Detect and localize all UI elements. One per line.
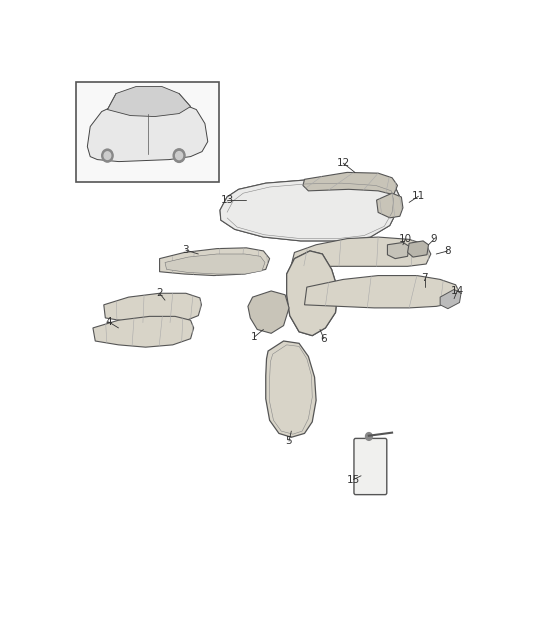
Polygon shape	[287, 251, 338, 335]
Circle shape	[102, 149, 113, 162]
Polygon shape	[220, 180, 400, 241]
Circle shape	[104, 152, 111, 160]
Polygon shape	[107, 87, 191, 117]
Polygon shape	[440, 290, 461, 309]
Text: 9: 9	[431, 234, 437, 244]
Circle shape	[366, 433, 372, 440]
Text: 10: 10	[399, 234, 412, 244]
Polygon shape	[303, 172, 397, 195]
Polygon shape	[93, 317, 193, 347]
Text: 14: 14	[451, 286, 464, 296]
Polygon shape	[160, 248, 270, 276]
Polygon shape	[287, 251, 338, 335]
Polygon shape	[104, 293, 202, 323]
Text: 4: 4	[105, 317, 112, 327]
Circle shape	[175, 151, 183, 160]
Polygon shape	[408, 241, 428, 257]
Text: 12: 12	[337, 158, 350, 168]
Polygon shape	[248, 291, 289, 333]
Text: 13: 13	[220, 195, 234, 205]
Text: 6: 6	[320, 333, 327, 344]
Bar	[76, 82, 219, 181]
Text: 8: 8	[445, 246, 451, 256]
Polygon shape	[305, 276, 459, 308]
Circle shape	[173, 149, 185, 163]
Text: 5: 5	[286, 436, 292, 446]
Text: 7: 7	[421, 273, 428, 283]
FancyBboxPatch shape	[354, 438, 387, 495]
Text: 2: 2	[156, 288, 163, 298]
Polygon shape	[292, 237, 431, 266]
Polygon shape	[377, 193, 403, 218]
Polygon shape	[220, 180, 400, 241]
Polygon shape	[266, 341, 316, 437]
Text: 15: 15	[347, 475, 360, 485]
Text: 3: 3	[183, 245, 189, 255]
Text: 1: 1	[251, 332, 257, 342]
Polygon shape	[87, 99, 208, 161]
Text: 11: 11	[412, 192, 425, 201]
Polygon shape	[387, 242, 409, 259]
Polygon shape	[165, 254, 265, 274]
